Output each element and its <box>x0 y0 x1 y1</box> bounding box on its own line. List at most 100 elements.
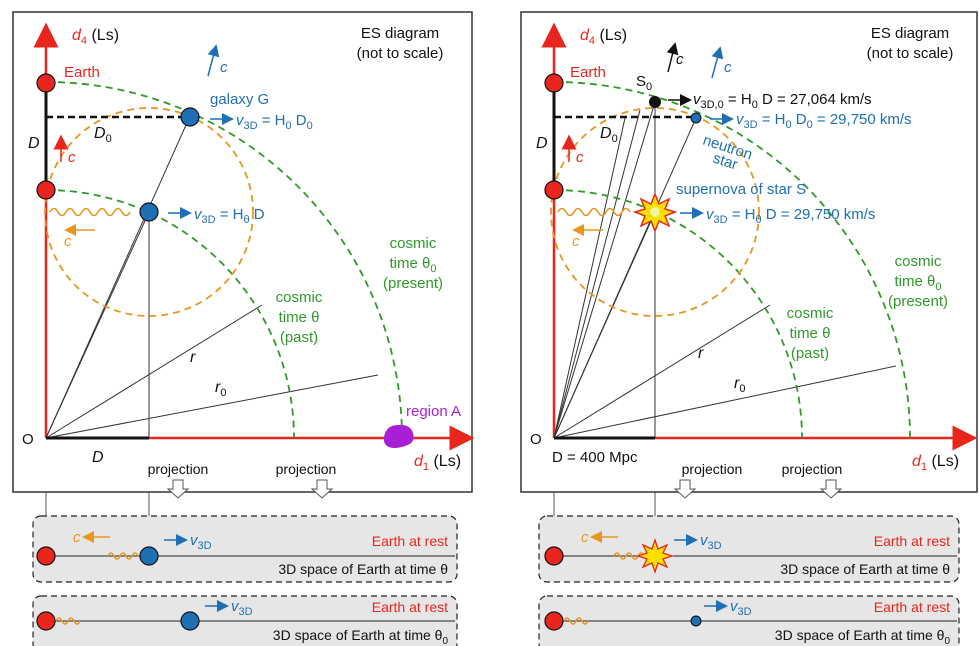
right-eq-S0: v3D,0 = H0 D = 27,064 km/s <box>693 91 872 111</box>
left-D-label: D <box>28 135 40 152</box>
right-projection-label-2: projection <box>782 461 843 477</box>
left-region-blob <box>383 424 414 448</box>
right-S0-label: S0 <box>636 73 652 93</box>
left-r0-label: r0 <box>215 379 226 399</box>
left-origin: O <box>22 431 34 448</box>
left-galaxy-label: galaxy G <box>210 91 269 108</box>
right-earth-present-dot <box>544 73 564 93</box>
right-panel-1-rest: Earth at rest <box>874 533 950 549</box>
left-cosmic-past-3: (past) <box>280 329 318 346</box>
right-panel-1-earth-dot <box>544 546 564 566</box>
right-panel-2-rest: Earth at rest <box>874 599 950 615</box>
right-origin: O <box>530 431 542 448</box>
left-cosmic-present-2: time θ0 <box>390 255 437 275</box>
left-panel-1-earth-dot <box>36 546 56 566</box>
left-wave-c-label: c <box>64 233 72 250</box>
left-blue-c-label: c <box>220 59 228 76</box>
left-panel-2-rest: Earth at rest <box>372 599 448 615</box>
left-d4-label: d4 (Ls) <box>72 27 119 47</box>
right-earth-label: Earth <box>570 64 606 81</box>
left-r-line <box>45 304 263 439</box>
right-D0-label: D0 <box>600 125 618 145</box>
left-D0-label: D0 <box>94 125 112 145</box>
right-panel-1-c-label: c <box>581 529 589 546</box>
left-earth-present-dot <box>36 73 56 93</box>
right-earth-c-label: c <box>576 149 584 166</box>
left-projection-arrow-icon-1 <box>166 479 190 499</box>
right-neutron-star-dot <box>690 112 702 124</box>
left-panel-2-galaxy-dot <box>180 611 200 631</box>
left-panel-1-rest: Earth at rest <box>372 533 448 549</box>
right-panel-2-wave-icon <box>563 617 589 625</box>
left-earth-label: Earth <box>64 64 100 81</box>
right-blue-c-arrow <box>711 46 724 79</box>
left-cosmic-present-1: cosmic <box>390 235 437 252</box>
right-wave-icon <box>557 207 631 217</box>
left-cosmic-past-2: time θ <box>279 309 320 326</box>
right-arc-present <box>553 81 911 439</box>
left-panel-2-space: 3D space of Earth at time θ0 <box>273 627 449 646</box>
right-cosmic-present-3: (present) <box>888 293 948 310</box>
left-diagram: ES diagram (not to scale) d4 (Ls) d1 (Ls… <box>12 11 475 646</box>
right-D-label: D <box>536 135 548 152</box>
left-title-line2: (not to scale) <box>357 45 444 62</box>
right-title-line1: ES diagram <box>871 25 949 42</box>
left-panel-2-wave-icon <box>55 617 81 625</box>
left-region-label: region A <box>406 403 461 420</box>
right-d4-label: d4 (Ls) <box>580 27 627 47</box>
left-frame <box>12 11 473 493</box>
right-panel-1-supernova-icon <box>635 537 675 575</box>
left-panel-1-galaxy-dot <box>139 546 159 566</box>
left-arc-past <box>45 189 295 439</box>
left-earth-c-label: c <box>68 149 76 166</box>
left-galaxy-past-dot <box>139 202 159 222</box>
right-eq-ns: v3D = H0 D0 = 29,750 km/s <box>736 111 912 131</box>
right-cosmic-present-1: cosmic <box>895 253 942 270</box>
left-projection-arrow-icon-2 <box>310 479 334 499</box>
left-blue-c-arrow <box>207 44 220 77</box>
right-panel-2-neutron-dot <box>690 615 702 627</box>
left-wave-icon <box>49 207 131 217</box>
left-D-bottom: D <box>92 449 104 466</box>
right-supernova-label: supernova of star S <box>676 181 806 198</box>
right-diagram: ES diagram (not to scale) d4 (Ls) d1 (Ls… <box>520 11 978 646</box>
left-panel-2-earth-dot <box>36 611 56 631</box>
left-cosmic-present-3: (present) <box>383 275 443 292</box>
right-panel-1-space: 3D space of Earth at time θ <box>780 561 950 577</box>
left-title-line1: ES diagram <box>361 25 439 42</box>
right-d1-label: d1 (Ls) <box>912 453 959 473</box>
left-arc-present <box>45 81 403 439</box>
left-panel-1-space: 3D space of Earth at time θ <box>278 561 448 577</box>
right-D-bottom: D = 400 Mpc <box>552 449 638 466</box>
right-r-line <box>553 304 771 439</box>
left-light-sphere <box>44 107 254 317</box>
right-line-extra-2 <box>553 117 626 439</box>
right-S0-dot <box>649 96 661 108</box>
right-cosmic-past-1: cosmic <box>787 305 834 322</box>
left-d1-label: d1 (Ls) <box>414 453 461 473</box>
right-line-S0 <box>553 101 656 439</box>
right-panel-2-space: 3D space of Earth at time θ0 <box>775 627 951 646</box>
right-projection-arrow-icon-1 <box>673 479 697 499</box>
left-line-galaxy-past <box>45 211 150 439</box>
right-r0-label: r0 <box>734 375 745 395</box>
right-line-extra-1 <box>553 109 641 439</box>
right-earth-past-dot <box>544 180 564 200</box>
left-projection-label-2: projection <box>276 461 337 477</box>
right-cosmic-past-2: time θ <box>790 325 831 342</box>
right-S0-c-label: c <box>676 51 684 68</box>
left-panel-1-v-label: v3D <box>190 532 212 552</box>
right-panel-2-v-label: v3D <box>730 598 752 618</box>
right-r-label: r <box>698 345 704 362</box>
right-title-line2: (not to scale) <box>867 45 954 62</box>
left-projection-label-1: projection <box>148 461 209 477</box>
right-cosmic-past-3: (past) <box>791 345 829 362</box>
right-wave-c-label: c <box>572 233 580 250</box>
right-arc-past <box>553 189 803 439</box>
left-panel-1-c-label: c <box>73 529 81 546</box>
right-light-sphere <box>550 107 760 317</box>
right-r0-line <box>553 365 897 439</box>
right-projection-label-1: projection <box>682 461 743 477</box>
right-star-label: star <box>711 150 740 174</box>
